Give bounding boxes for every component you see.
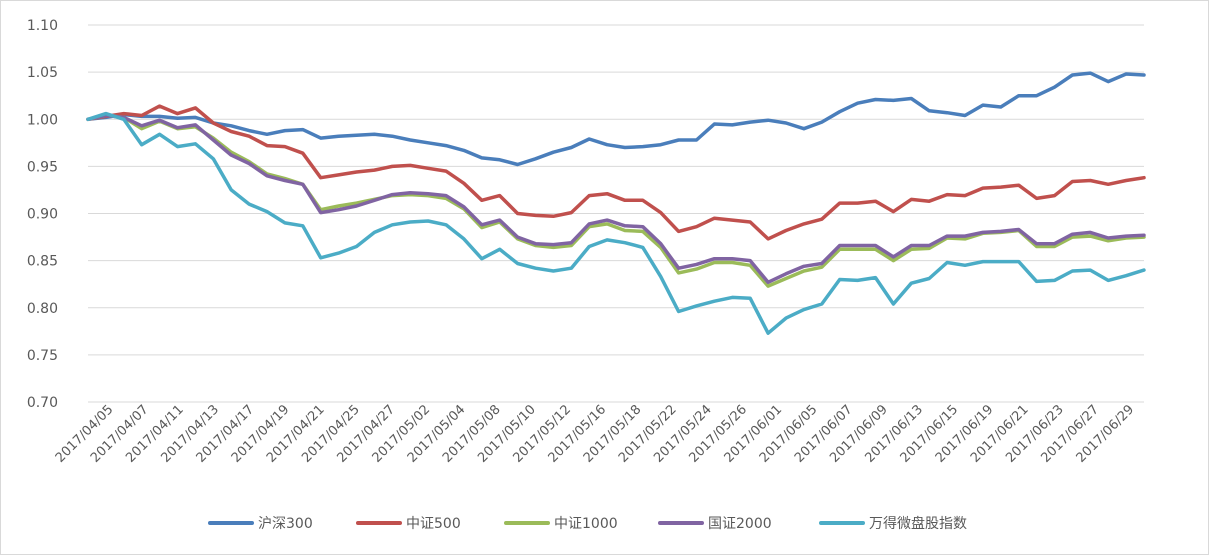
legend: 沪深300 中证500 中证1000 国证2000 万得微盘股指数: [208, 515, 967, 532]
gridlines: [88, 24, 1144, 356]
y-tick-label: 0.85: [27, 254, 58, 270]
y-tick-label: 1.05: [27, 65, 58, 81]
y-axis: 0.70 0.75 0.80 0.85 0.90 0.95 1.00 1.05 1.10: [27, 18, 58, 411]
legend-label: 万得微盘股指数: [869, 515, 967, 532]
y-tick-label: 0.90: [27, 207, 58, 223]
series-line-1: [86, 71, 1146, 167]
x-axis: 2017/04/052017/04/072017/04/112017/04/13…: [53, 401, 1144, 466]
y-tick-label: 0.70: [27, 395, 58, 411]
series-line-2: [86, 104, 1146, 241]
y-tick-label: 0.75: [27, 348, 58, 364]
series-line-4: [86, 113, 1146, 285]
y-tick-label: 0.95: [27, 159, 58, 175]
legend-label: 中证500: [406, 516, 461, 532]
legend-label: 中证1000: [554, 516, 618, 532]
y-tick-label: 1.10: [27, 18, 58, 34]
legend-label: 沪深300: [258, 516, 313, 532]
y-tick-label: 0.80: [27, 301, 58, 317]
series-line-5: [86, 111, 1146, 335]
series-lines: [86, 71, 1146, 335]
legend-label: 国证2000: [708, 516, 772, 532]
y-tick-label: 1.00: [27, 112, 58, 128]
